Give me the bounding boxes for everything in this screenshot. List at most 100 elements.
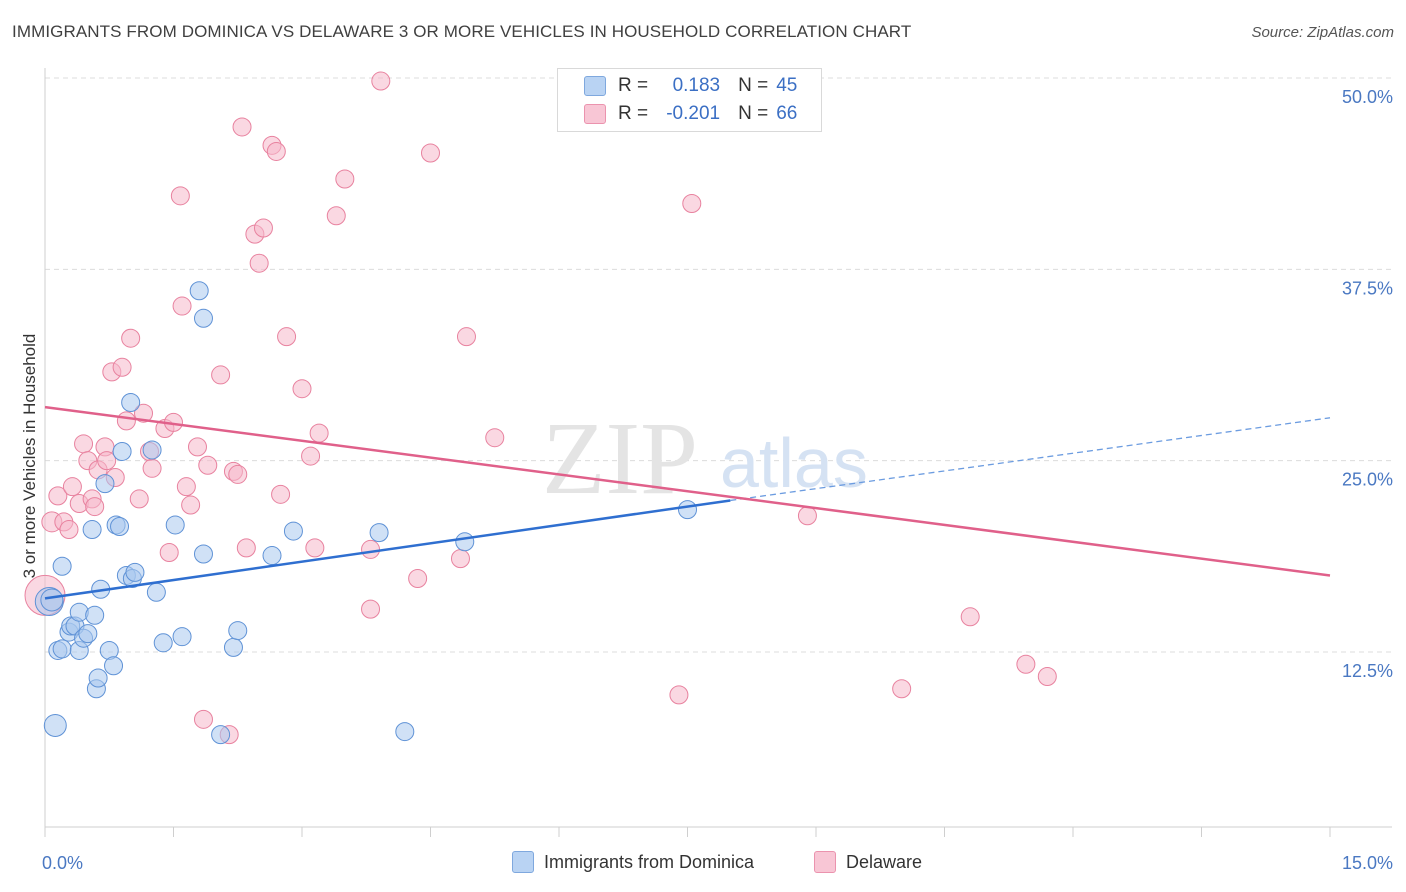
y-tick-label-0: 12.5% (1342, 661, 1393, 681)
source-credit: Source: ZipAtlas.com (1251, 24, 1394, 41)
bottom-legend-swatch-dominica (512, 851, 534, 873)
y-tick-label-2: 37.5% (1342, 278, 1393, 298)
dominica-point-3 (52, 556, 72, 576)
legend-swatch-dominica (584, 76, 606, 96)
y-tick-label-1: 25.0% (1342, 470, 1393, 490)
delaware-point-37 (232, 117, 252, 137)
delaware-point-4 (59, 520, 79, 540)
grid-lines (45, 77, 1392, 653)
dominica-point-32 (189, 281, 209, 301)
axes (44, 68, 1392, 837)
x-tick-label-1: 15.0% (1342, 853, 1393, 873)
watermark-atlas: atlas (720, 424, 868, 502)
dominica-point-33 (193, 308, 213, 328)
delaware-point-53 (361, 599, 381, 619)
dominica-point-19 (104, 656, 124, 676)
dominica-point-44 (40, 588, 64, 612)
delaware-point-64 (960, 607, 980, 627)
delaware-point-63 (892, 679, 912, 699)
delaware-point-40 (249, 253, 269, 273)
stats-legend: R = 0.183 N = 45 R = -0.201 N = 66 (557, 68, 822, 132)
delaware-point-51 (335, 169, 355, 189)
bottom-legend: Immigrants from Dominica Delaware (0, 851, 1406, 877)
watermark: ZIP atlas (542, 401, 868, 516)
delaware-point-26 (170, 186, 190, 206)
dominica-point-17 (95, 474, 115, 494)
delaware-point-57 (450, 549, 470, 569)
delaware-point-50 (326, 206, 346, 226)
y-tick-label-3: 50.0% (1342, 87, 1393, 107)
delaware-point-32 (198, 455, 218, 475)
dominica-point-41 (395, 722, 415, 742)
delaware-point-46 (292, 379, 312, 399)
delaware-point-20 (134, 403, 154, 423)
bottom-legend-label-dominica: Immigrants from Dominica (544, 851, 755, 872)
delaware-point-10 (85, 497, 105, 517)
delaware-point-2 (48, 486, 68, 506)
legend-row-dominica: R = 0.183 N = 45 (558, 72, 797, 100)
delaware-point-49 (309, 423, 329, 443)
dominica-point-13 (85, 605, 105, 625)
dominica-point-11 (78, 624, 98, 644)
delaware-point-33 (211, 365, 231, 385)
bottom-legend-dominica: Immigrants from Dominica (512, 851, 754, 873)
delaware-point-31 (193, 709, 213, 729)
delaware-point-13 (97, 451, 117, 471)
x-tick-label-0: 0.0% (42, 853, 83, 873)
y-tick-labels: 12.5% 25.0% 37.5% 50.0% (1342, 87, 1393, 681)
delaware-point-52 (361, 539, 381, 559)
delaware-point-16 (112, 357, 132, 377)
legend-n-label: N = (738, 103, 769, 124)
delaware-point-48 (305, 538, 325, 558)
dominica-point-43 (678, 500, 697, 520)
delaware-point-55 (408, 569, 428, 589)
delaware-point-65 (1016, 654, 1036, 674)
delaware-point-60 (669, 685, 689, 705)
legend-n-value-delaware: 66 (776, 103, 798, 124)
dominica-point-28 (146, 582, 166, 602)
delaware-point-38 (236, 538, 256, 558)
delaware-point-41 (253, 218, 273, 238)
legend-r-label: R = (618, 75, 649, 96)
delaware-point-44 (271, 484, 291, 504)
delaware-point-7 (74, 434, 94, 454)
delaware-point-17 (116, 411, 136, 431)
dominica-point-37 (228, 621, 248, 641)
bottom-legend-swatch-delaware (814, 851, 836, 873)
delaware-point-29 (181, 495, 201, 515)
dominica-point-34 (193, 544, 213, 564)
delaware-point-58 (456, 327, 476, 347)
delaware-point-54 (371, 71, 391, 91)
legend-n-label: N = (738, 75, 769, 96)
dominica-point-27 (142, 440, 162, 460)
delaware-point-5 (62, 477, 82, 497)
legend-n-value-dominica: 45 (776, 75, 798, 96)
dominica-point-29 (153, 633, 173, 653)
trend-line-delaware (44, 405, 1331, 577)
legend-r-value-delaware: -0.201 (666, 103, 721, 124)
legend-row-delaware: R = -0.201 N = 66 (558, 100, 797, 128)
delaware-point-47 (301, 446, 321, 466)
dominica-point-12 (82, 520, 102, 540)
delaware-point-43 (266, 141, 286, 161)
dominica-point-30 (165, 515, 185, 535)
legend-r-value-dominica: 0.183 (672, 75, 721, 96)
trend-line-dominica (44, 499, 731, 600)
delaware-point-19 (129, 489, 149, 509)
delaware-point-61 (682, 193, 702, 213)
delaware-point-22 (142, 458, 162, 478)
dominica-point-15 (88, 668, 108, 688)
delaware-point-24 (159, 542, 179, 562)
chart-title: IMMIGRANTS FROM DOMINICA VS DELAWARE 3 O… (12, 22, 912, 41)
delaware-point-30 (187, 437, 207, 457)
series-dominica-points (34, 281, 697, 745)
delaware-point-18 (121, 328, 141, 348)
dominica-point-42 (455, 532, 475, 552)
trend-lines (44, 405, 1331, 600)
dominica-point-4 (52, 639, 72, 659)
dominica-point-21 (110, 516, 130, 536)
dominica-point-39 (283, 521, 303, 541)
dominica-point-35 (211, 725, 231, 745)
delaware-point-27 (172, 296, 192, 316)
dominica-point-1 (43, 713, 67, 737)
